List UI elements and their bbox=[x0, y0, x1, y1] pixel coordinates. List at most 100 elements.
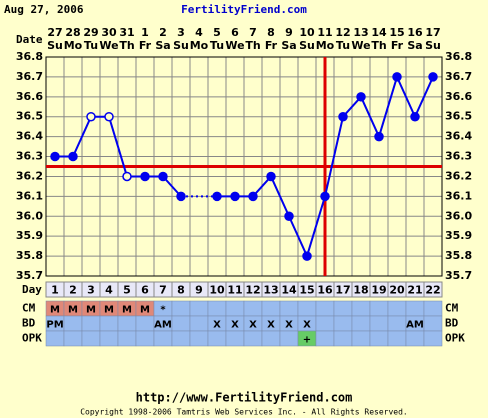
cell bbox=[333, 330, 353, 347]
y-tick-label: 36.0 bbox=[16, 209, 43, 222]
y-tick-label-right: 36.2 bbox=[445, 169, 472, 182]
cell bbox=[387, 330, 407, 347]
weekday-label: Su bbox=[47, 39, 63, 52]
row-label: OPK bbox=[22, 332, 42, 345]
date-label: 31 bbox=[119, 26, 134, 39]
y-tick-label: 36.7 bbox=[16, 70, 43, 83]
weekday-label: Sa bbox=[155, 39, 170, 52]
day-number: 6 bbox=[141, 284, 149, 297]
weekday-label: Tu bbox=[210, 39, 224, 52]
cell bbox=[63, 330, 83, 347]
cell bbox=[117, 315, 137, 332]
open-point bbox=[122, 171, 132, 182]
weekday-label: Fr bbox=[139, 39, 152, 52]
day-number: 21 bbox=[407, 284, 422, 297]
chart-date: Aug 27, 2006 bbox=[4, 3, 84, 16]
copyright: Copyright 1998-2006 Tamtris Web Services… bbox=[80, 408, 408, 417]
cell bbox=[225, 330, 245, 347]
weekday-label: Th bbox=[245, 39, 260, 52]
y-tick-label-right: 36.7 bbox=[445, 70, 472, 83]
date-label: 15 bbox=[389, 26, 404, 39]
cell bbox=[99, 330, 119, 347]
weekday-label: Su bbox=[425, 39, 441, 52]
point bbox=[392, 72, 402, 82]
cell bbox=[297, 300, 317, 317]
date-label: 11 bbox=[317, 26, 332, 39]
date-label: 3 bbox=[177, 26, 185, 39]
date-label: 29 bbox=[83, 26, 98, 39]
day-number: 9 bbox=[195, 284, 203, 297]
date-label: 8 bbox=[267, 26, 275, 39]
cell bbox=[423, 330, 443, 347]
y-tick-label: 36.8 bbox=[16, 50, 43, 63]
y-tick-label: 35.8 bbox=[16, 249, 43, 262]
cell-text: AM bbox=[406, 320, 424, 331]
point bbox=[338, 111, 348, 122]
cell bbox=[45, 330, 65, 347]
y-tick-label: 36.2 bbox=[16, 169, 43, 182]
y-tick-label: 35.7 bbox=[16, 269, 43, 282]
weekday-label: We bbox=[225, 39, 244, 52]
date-label: 28 bbox=[65, 26, 80, 39]
point bbox=[374, 131, 384, 142]
point bbox=[50, 151, 60, 162]
cell bbox=[405, 300, 425, 317]
y-tick-label: 36.4 bbox=[16, 130, 43, 143]
y-tick-label-right: 36.6 bbox=[445, 90, 472, 103]
cell-text: M bbox=[122, 305, 132, 316]
day-number: 12 bbox=[245, 284, 260, 297]
cell-text: PM bbox=[46, 320, 63, 331]
cell bbox=[351, 300, 371, 317]
date-label: 30 bbox=[101, 26, 117, 39]
cell bbox=[423, 300, 443, 317]
weekday-label: Mo bbox=[64, 39, 83, 52]
point bbox=[410, 111, 420, 122]
weekday-label: Fr bbox=[391, 39, 404, 52]
cell bbox=[189, 315, 209, 332]
date-label: 12 bbox=[335, 26, 350, 39]
cell-text: X bbox=[303, 320, 311, 331]
cell bbox=[315, 315, 335, 332]
cell-text: M bbox=[68, 305, 78, 316]
date-label: 1 bbox=[141, 26, 149, 39]
cell bbox=[99, 315, 119, 332]
day-number: 4 bbox=[105, 284, 113, 297]
cell bbox=[333, 315, 353, 332]
cell bbox=[207, 300, 227, 317]
x-label: Date bbox=[16, 33, 43, 46]
weekday-label: Tu bbox=[336, 39, 350, 52]
day-number: 8 bbox=[177, 284, 185, 297]
weekday-label: Tu bbox=[84, 39, 98, 52]
cell-text: X bbox=[213, 320, 221, 331]
point bbox=[158, 171, 168, 182]
cell bbox=[189, 300, 209, 317]
cell bbox=[279, 330, 299, 347]
date-label: 16 bbox=[407, 26, 423, 39]
cell bbox=[171, 315, 191, 332]
cell-text: AM bbox=[154, 320, 172, 331]
date-label: 14 bbox=[371, 26, 387, 39]
cell bbox=[315, 330, 335, 347]
y-tick-label-right: 36.0 bbox=[445, 209, 472, 222]
cell bbox=[279, 300, 299, 317]
point bbox=[248, 191, 258, 202]
cell bbox=[351, 330, 371, 347]
day-number: 2 bbox=[69, 284, 77, 297]
point bbox=[356, 92, 366, 102]
cell bbox=[117, 330, 137, 347]
date-label: 27 bbox=[47, 26, 62, 39]
y-tick-label-right: 36.8 bbox=[445, 50, 472, 63]
open-point bbox=[86, 111, 96, 122]
day-number: 19 bbox=[371, 284, 386, 297]
y-tick-label: 35.9 bbox=[16, 229, 43, 242]
site-name[interactable]: FertilityFriend.com bbox=[181, 3, 307, 16]
weekday-label: Su bbox=[299, 39, 315, 52]
day-number: 1 bbox=[51, 284, 59, 297]
cell bbox=[387, 315, 407, 332]
cell bbox=[135, 330, 155, 347]
point bbox=[302, 251, 312, 261]
footer-url[interactable]: http://www.FertilityFriend.com bbox=[136, 391, 353, 405]
cell-text: X bbox=[267, 320, 275, 331]
day-number: 13 bbox=[263, 284, 278, 297]
